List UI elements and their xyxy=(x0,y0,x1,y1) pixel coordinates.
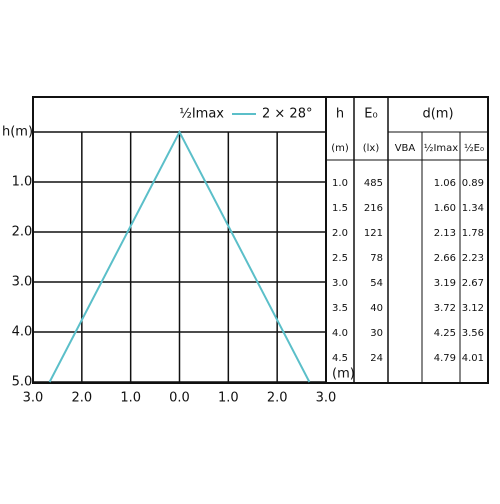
table-cell: 3.72 xyxy=(434,303,456,314)
table-cell: 216 xyxy=(364,203,383,214)
table-cell: 2.66 xyxy=(434,253,456,264)
table-header: h xyxy=(336,107,344,122)
table-cell: 2.5 xyxy=(332,253,348,264)
legend-title: ½Imax xyxy=(179,107,224,122)
table-cell: 4.0 xyxy=(332,328,348,339)
table-header: d(m) xyxy=(422,107,453,122)
table-cell: 0.89 xyxy=(462,178,484,189)
y-tick-label: 4.0 xyxy=(12,325,33,340)
y-label: h(m) xyxy=(2,125,33,140)
table-cell: 2.23 xyxy=(462,253,484,264)
x-tick-label: 3.0 xyxy=(316,391,337,406)
table-cell: 1.0 xyxy=(332,178,348,189)
x-tick-label: 3.0 xyxy=(23,391,44,406)
table-cell: 3.5 xyxy=(332,303,348,314)
table-cell: 1.78 xyxy=(462,228,484,239)
table-cell: 1.34 xyxy=(462,203,484,214)
table-cell: 40 xyxy=(370,303,383,314)
table-cell: 1.06 xyxy=(434,178,456,189)
table-subheader: (lx) xyxy=(363,143,380,154)
y-tick-label: 3.0 xyxy=(12,275,33,290)
x-tick-label: 1.0 xyxy=(120,391,141,406)
table-header: E₀ xyxy=(364,107,377,122)
y-tick-label: 5.0 xyxy=(12,375,33,390)
table-cell: 2.67 xyxy=(462,278,484,289)
x-tick-label: 1.0 xyxy=(218,391,239,406)
table-subheader: ½Imax xyxy=(424,142,459,154)
x-tick-label: 2.0 xyxy=(71,391,92,406)
table-cell: 3.0 xyxy=(332,278,348,289)
table-cell: 54 xyxy=(370,278,383,289)
x-tick-label: 2.0 xyxy=(267,391,288,406)
table-cell: 2.13 xyxy=(434,228,456,239)
table-subheader: (m) xyxy=(331,143,349,154)
table-cell: 4.79 xyxy=(434,353,456,364)
table-cell: 4.5 xyxy=(332,353,348,364)
table-cell: 3.56 xyxy=(462,328,484,339)
table-cell: 4.01 xyxy=(462,353,484,364)
cone-line xyxy=(48,129,311,383)
y-tick-label: 1.0 xyxy=(12,175,33,190)
table-cell: 30 xyxy=(370,328,383,339)
table-cell: 2.0 xyxy=(332,228,348,239)
table-cell: 4.25 xyxy=(434,328,456,339)
legend-label: 2 × 28° xyxy=(262,107,312,122)
table-subheader: ½E₀ xyxy=(464,142,484,154)
table-cell: 1.5 xyxy=(332,203,348,214)
table-cell: 24 xyxy=(370,353,383,364)
table-subheader: VBA xyxy=(395,143,416,154)
x-label: (m) xyxy=(332,367,355,382)
y-tick-label: 2.0 xyxy=(12,225,33,240)
frame xyxy=(32,96,489,384)
table-cell: 78 xyxy=(370,253,383,264)
table-cell: 3.19 xyxy=(434,278,456,289)
table-cell: 3.12 xyxy=(462,303,484,314)
table-cell: 1.60 xyxy=(434,203,456,214)
table-cell: 485 xyxy=(364,178,383,189)
table-cell: 121 xyxy=(364,228,383,239)
x-tick-label: 0.0 xyxy=(169,391,190,406)
